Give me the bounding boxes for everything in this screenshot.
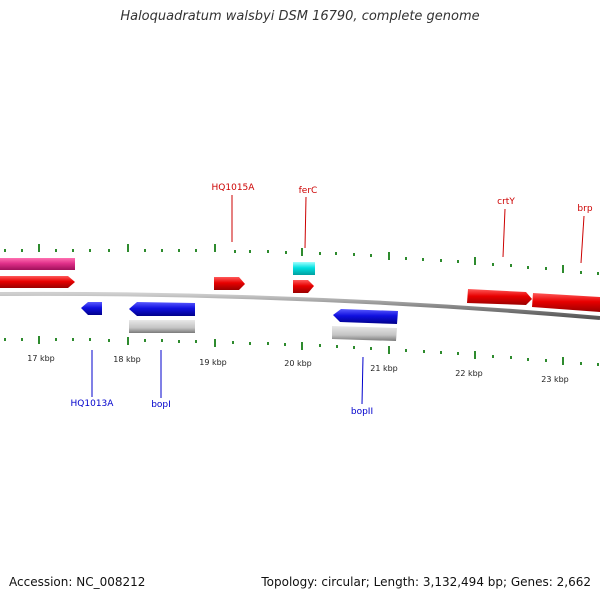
scale-label-18kbp: 18 kbp (113, 355, 141, 364)
gene-cyan-ferc[interactable] (293, 262, 315, 275)
gene-red-hq1015a-region[interactable] (214, 277, 245, 290)
page-title: Haloquadratum walsbyi DSM 16790, complet… (120, 9, 480, 24)
upper-tick-row (4, 244, 599, 275)
gene-red-left[interactable] (0, 276, 75, 288)
gene-gray-bopi[interactable] (129, 320, 195, 333)
scale-label-19kbp: 19 kbp (199, 358, 227, 367)
gene-labels: HQ1015A ferC crtY brp HQ1013A bopI bopII (71, 183, 593, 417)
scale-label-17kbp: 17 kbp (27, 354, 55, 363)
scale-labels: 17 kbp 18 kbp 19 kbp 20 kbp 21 kbp 22 kb… (27, 354, 569, 384)
gene-blue-hq1013a[interactable] (81, 302, 102, 315)
label-bopi[interactable]: bopI (151, 400, 171, 410)
leader-bopii (361, 356, 364, 405)
label-bopii[interactable]: bopII (351, 407, 373, 417)
accession-text: Accession: NC_008212 (9, 575, 146, 589)
reverse-strand-genes (81, 302, 398, 341)
gene-blue-bopi[interactable] (129, 302, 195, 316)
leader-brp (580, 215, 585, 264)
genome-backbone (0, 291, 600, 320)
label-hq1013a[interactable]: HQ1013A (71, 399, 115, 409)
scale-label-20kbp: 20 kbp (284, 359, 312, 368)
label-hq1015a[interactable]: HQ1015A (212, 183, 256, 193)
leader-crty (502, 208, 506, 258)
lower-tick-row (4, 336, 599, 366)
scale-label-23kbp: 23 kbp (541, 375, 569, 384)
gene-magenta[interactable] (0, 258, 75, 270)
leader-ferc (304, 196, 307, 249)
label-crty[interactable]: crtY (497, 197, 515, 207)
label-ferc[interactable]: ferC (299, 186, 318, 196)
gene-red-ferc-region[interactable] (293, 280, 314, 293)
gene-blue-bopii[interactable] (333, 309, 398, 324)
genome-summary: Topology: circular; Length: 3,132,494 bp… (261, 575, 591, 589)
forward-strand-genes (0, 258, 600, 312)
label-leaders (91, 195, 585, 405)
label-brp[interactable]: brp (577, 204, 592, 214)
gene-red-brp[interactable] (532, 293, 600, 312)
gene-gray-bopii[interactable] (332, 326, 397, 341)
gene-red-crty[interactable] (467, 289, 532, 305)
scale-label-21kbp: 21 kbp (370, 364, 398, 373)
scale-label-22kbp: 22 kbp (455, 369, 483, 378)
